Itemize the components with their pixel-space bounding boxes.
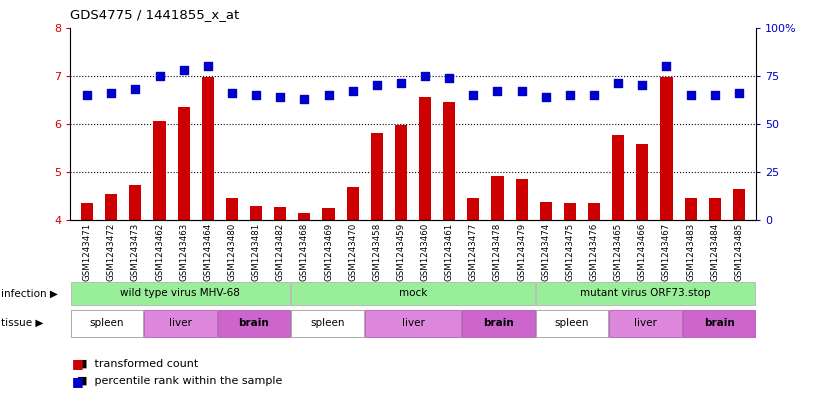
Bar xyxy=(419,97,431,220)
Bar xyxy=(709,198,721,220)
Bar xyxy=(130,185,141,220)
Text: mock: mock xyxy=(399,288,427,298)
Point xyxy=(105,90,118,96)
Bar xyxy=(612,135,624,220)
Bar xyxy=(145,310,216,336)
Point xyxy=(491,88,504,94)
Point xyxy=(153,72,166,79)
Point xyxy=(394,80,407,86)
Point xyxy=(563,92,577,98)
Bar xyxy=(291,282,535,305)
Bar xyxy=(226,198,238,220)
Text: ■: ■ xyxy=(72,357,83,370)
Bar xyxy=(536,282,755,305)
Point xyxy=(684,92,697,98)
Bar xyxy=(610,310,681,336)
Point xyxy=(177,67,190,73)
Bar xyxy=(250,206,262,220)
Bar xyxy=(71,310,143,336)
Text: mutant virus ORF73.stop: mutant virus ORF73.stop xyxy=(581,288,711,298)
Bar xyxy=(71,282,290,305)
Bar xyxy=(274,207,287,220)
Point xyxy=(249,92,263,98)
Text: ■  transformed count: ■ transformed count xyxy=(70,358,198,369)
Bar xyxy=(536,310,609,336)
Bar xyxy=(217,310,290,336)
Bar xyxy=(395,125,407,220)
Bar xyxy=(468,198,479,220)
Bar xyxy=(364,310,462,336)
Text: brain: brain xyxy=(483,318,514,328)
Point xyxy=(660,63,673,69)
Point xyxy=(733,90,746,96)
Point xyxy=(443,74,456,81)
Bar xyxy=(105,194,117,220)
Bar xyxy=(178,107,190,220)
Point xyxy=(322,92,335,98)
Point xyxy=(515,88,529,94)
Text: tissue ▶: tissue ▶ xyxy=(1,318,43,328)
Bar xyxy=(154,121,165,220)
Text: brain: brain xyxy=(704,318,734,328)
Point xyxy=(636,82,649,88)
Text: GDS4775 / 1441855_x_at: GDS4775 / 1441855_x_at xyxy=(70,8,240,21)
Bar xyxy=(322,208,335,220)
Bar xyxy=(371,133,382,220)
Text: brain: brain xyxy=(239,318,269,328)
Point xyxy=(611,80,624,86)
Text: liver: liver xyxy=(634,318,657,328)
Text: liver: liver xyxy=(169,318,192,328)
Bar xyxy=(347,187,358,220)
Bar xyxy=(661,77,672,220)
Text: wild type virus MHV-68: wild type virus MHV-68 xyxy=(121,288,240,298)
Point xyxy=(202,63,215,69)
Bar xyxy=(515,179,528,220)
Point xyxy=(587,92,601,98)
Text: spleen: spleen xyxy=(90,318,124,328)
Point xyxy=(539,94,553,100)
Text: ■  percentile rank within the sample: ■ percentile rank within the sample xyxy=(70,376,282,386)
Point xyxy=(225,90,239,96)
Point xyxy=(273,94,287,100)
Bar xyxy=(588,203,600,220)
Text: spleen: spleen xyxy=(310,318,344,328)
Bar xyxy=(636,144,648,220)
Point xyxy=(370,82,383,88)
Bar xyxy=(685,198,696,220)
Text: ■: ■ xyxy=(72,375,83,388)
Bar xyxy=(683,310,755,336)
Bar xyxy=(291,310,363,336)
Point xyxy=(80,92,93,98)
Point xyxy=(129,86,142,92)
Bar xyxy=(491,176,504,220)
Text: liver: liver xyxy=(401,318,425,328)
Point xyxy=(467,92,480,98)
Text: spleen: spleen xyxy=(555,318,590,328)
Bar xyxy=(564,203,576,220)
Bar xyxy=(298,213,311,220)
Point xyxy=(419,72,432,79)
Point xyxy=(346,88,359,94)
Bar xyxy=(733,189,745,220)
Point xyxy=(297,95,311,102)
Bar xyxy=(444,102,455,220)
Point xyxy=(708,92,721,98)
Bar xyxy=(463,310,535,336)
Bar xyxy=(202,77,214,220)
Bar xyxy=(539,202,552,220)
Text: infection ▶: infection ▶ xyxy=(1,289,58,299)
Bar xyxy=(81,203,93,220)
